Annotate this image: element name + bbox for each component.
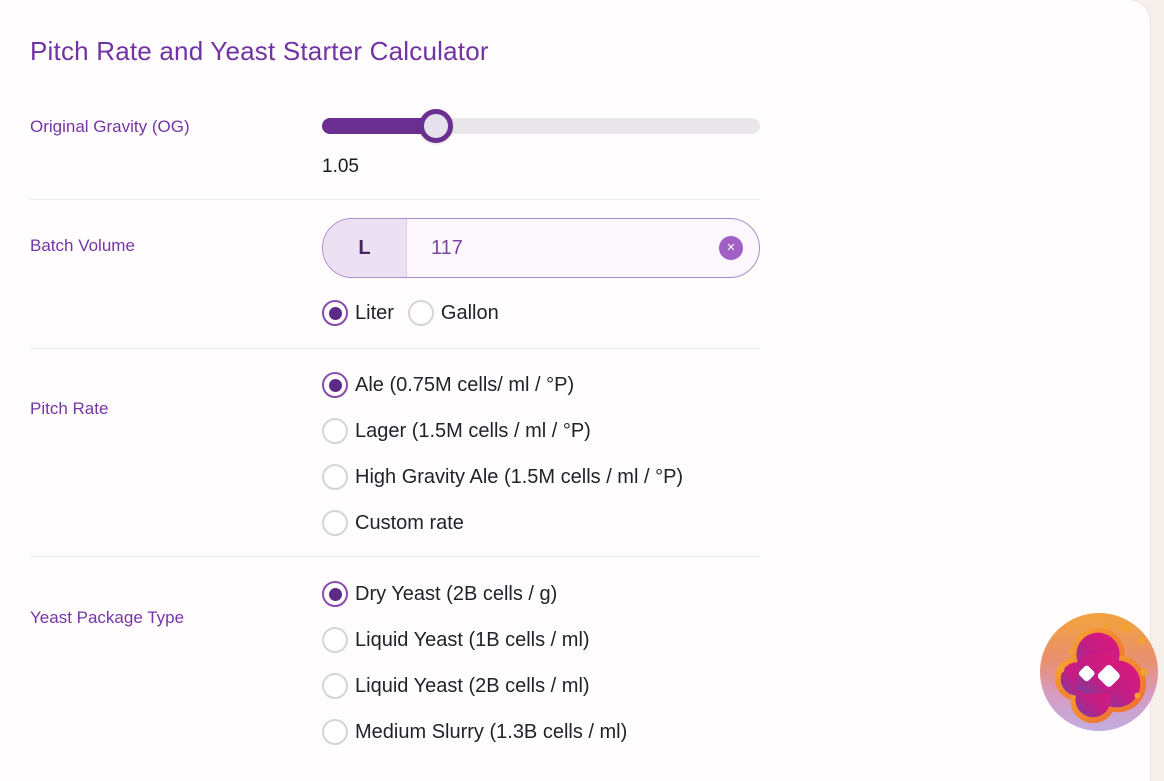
radio-liquid-yeast-1b-circle[interactable] <box>322 627 348 653</box>
radio-liquid-yeast-2b[interactable]: Liquid Yeast (2B cells / ml) <box>322 673 760 699</box>
radio-pitch-ale[interactable]: Ale (0.75M cells/ ml / °P) <box>322 372 760 398</box>
og-value: 1.05 <box>322 156 359 177</box>
og-slider[interactable] <box>322 109 760 143</box>
yeast-package-type-label: Yeast Package Type <box>30 608 185 627</box>
radio-liquid-yeast-1b-label: Liquid Yeast (1B cells / ml) <box>355 628 590 651</box>
batch-volume-label: Batch Volume <box>30 236 135 255</box>
radio-medium-slurry-label: Medium Slurry (1.3B cells / ml) <box>355 720 628 743</box>
clear-button[interactable]: ✕ <box>719 236 743 260</box>
radio-dry-yeast-circle[interactable] <box>322 581 348 607</box>
radio-pitch-high-gravity-label: High Gravity Ale (1.5M cells / ml / °P) <box>355 465 684 488</box>
radio-pitch-lager-label: Lager (1.5M cells / ml / °P) <box>355 419 591 442</box>
radio-pitch-high-gravity-ale[interactable]: High Gravity Ale (1.5M cells / ml / °P) <box>322 464 760 490</box>
radio-liquid-yeast-2b-circle[interactable] <box>322 673 348 699</box>
radio-gallon-circle[interactable] <box>407 300 434 326</box>
radio-liquid-yeast-2b-label: Liquid Yeast (2B cells / ml) <box>355 674 590 697</box>
clear-icon: ✕ <box>726 242 736 254</box>
row-batch-volume: Batch Volume L ✕ Liter G <box>30 199 760 348</box>
og-slider-thumb[interactable] <box>418 109 453 143</box>
radio-pitch-custom-label: Custom rate <box>355 511 464 534</box>
yeast-logo-fab[interactable] <box>1040 613 1158 731</box>
radio-medium-slurry[interactable]: Medium Slurry (1.3B cells / ml) <box>322 719 760 745</box>
pitch-rate-radio-group: Ale (0.75M cells/ ml / °P) Lager (1.5M c… <box>322 372 760 536</box>
radio-liter[interactable]: Liter <box>322 300 394 326</box>
original-gravity-label: Original Gravity (OG) <box>30 117 190 136</box>
row-yeast-package-type: Yeast Package Type Dry Yeast (2B cells /… <box>30 556 760 753</box>
radio-gallon-label: Gallon <box>440 301 499 324</box>
radio-dry-yeast-label: Dry Yeast (2B cells / g) <box>355 582 558 605</box>
radio-gallon[interactable]: Gallon <box>407 300 499 326</box>
radio-pitch-custom-rate[interactable]: Custom rate <box>322 510 760 536</box>
radio-pitch-custom-circle[interactable] <box>322 510 348 536</box>
radio-medium-slurry-circle[interactable] <box>322 719 348 745</box>
pitch-rate-label: Pitch Rate <box>30 399 109 418</box>
radio-pitch-ale-circle[interactable] <box>322 372 348 398</box>
yeast-cell-logo-icon <box>1040 613 1158 731</box>
page-title: Pitch Rate and Yeast Starter Calculator <box>30 36 489 66</box>
radio-pitch-ale-label: Ale (0.75M cells/ ml / °P) <box>355 373 575 396</box>
batch-volume-input[interactable] <box>407 219 719 277</box>
volume-unit-radio-group: Liter Gallon <box>322 300 760 326</box>
row-pitch-rate: Pitch Rate Ale (0.75M cells/ ml / °P) La… <box>30 348 760 556</box>
radio-liter-label: Liter <box>355 301 394 324</box>
radio-pitch-lager[interactable]: Lager (1.5M cells / ml / °P) <box>322 418 760 444</box>
batch-volume-input-group: L ✕ <box>322 218 760 278</box>
unit-prefix: L <box>323 219 407 277</box>
yeast-package-radio-group: Dry Yeast (2B cells / g) Liquid Yeast (1… <box>322 581 760 745</box>
radio-liquid-yeast-1b[interactable]: Liquid Yeast (1B cells / ml) <box>322 627 760 653</box>
row-original-gravity: Original Gravity (OG) 1.05 <box>30 67 760 199</box>
og-slider-fill <box>322 118 436 134</box>
radio-pitch-lager-circle[interactable] <box>322 418 348 444</box>
radio-pitch-high-gravity-circle[interactable] <box>322 464 348 490</box>
calculator-form: Original Gravity (OG) 1.05 Batch Volume … <box>30 67 760 753</box>
radio-liter-circle[interactable] <box>322 300 348 326</box>
radio-dry-yeast[interactable]: Dry Yeast (2B cells / g) <box>322 581 760 607</box>
